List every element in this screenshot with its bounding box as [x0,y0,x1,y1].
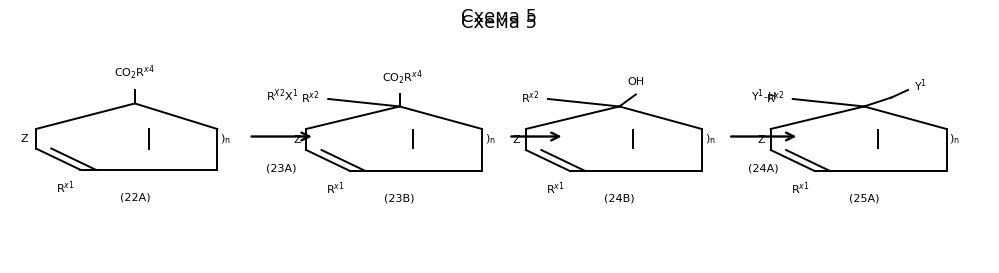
Text: )$_\mathregular{n}$: )$_\mathregular{n}$ [704,133,715,146]
Text: CO$_2$R$^{x4}$: CO$_2$R$^{x4}$ [115,64,155,82]
Text: R$^{x1}$: R$^{x1}$ [545,181,564,197]
Text: Y$^1$: Y$^1$ [913,77,927,94]
Text: R$^{x1}$: R$^{x1}$ [790,181,809,197]
Text: )$_\mathregular{n}$: )$_\mathregular{n}$ [220,132,231,146]
Text: Z: Z [20,134,28,144]
Text: R$^{X2}$X$^1$: R$^{X2}$X$^1$ [266,87,298,104]
Text: R$^{x1}$: R$^{x1}$ [56,179,75,196]
Text: Z: Z [512,135,520,144]
Text: Y$^1$-H: Y$^1$-H [751,87,776,104]
Text: Схема 5: Схема 5 [462,14,537,32]
Text: R$^{x1}$: R$^{x1}$ [326,181,345,197]
Text: (23B): (23B) [385,194,415,204]
Text: (25A): (25A) [849,194,879,204]
Text: R$^{x2}$: R$^{x2}$ [766,89,784,106]
Text: CO$_2$R$^{x4}$: CO$_2$R$^{x4}$ [382,69,423,87]
Text: Z: Z [757,135,765,144]
Text: Z: Z [293,135,301,144]
Text: )$_\mathregular{n}$: )$_\mathregular{n}$ [949,133,960,146]
Text: )$_\mathregular{n}$: )$_\mathregular{n}$ [485,133,496,146]
Text: (23A): (23A) [267,164,297,174]
Text: R$^{x2}$: R$^{x2}$ [521,89,539,106]
Text: R$^{x2}$: R$^{x2}$ [302,89,320,106]
Text: Схема 5: Схема 5 [462,8,537,26]
Text: OH: OH [627,77,644,87]
Text: (24A): (24A) [748,164,779,174]
Text: (24B): (24B) [604,194,634,204]
Text: (22A): (22A) [120,192,150,202]
